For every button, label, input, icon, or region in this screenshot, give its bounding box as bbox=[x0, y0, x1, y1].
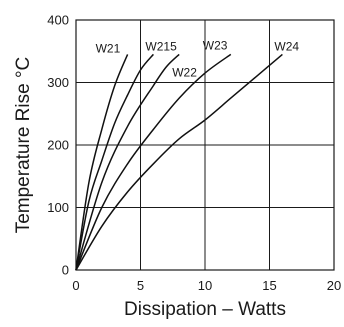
series-label-w215: W215 bbox=[145, 39, 177, 53]
series-line-w21 bbox=[75, 54, 129, 271]
x-tick-label-10: 10 bbox=[198, 278, 212, 293]
series-label-w22: W22 bbox=[172, 65, 197, 79]
series-line-w24 bbox=[75, 53, 283, 271]
series-label-w23: W23 bbox=[203, 38, 228, 52]
series-line-w215 bbox=[75, 53, 154, 271]
x-tick-label-15: 15 bbox=[262, 278, 276, 293]
grid-layer bbox=[75, 19, 335, 271]
y-tick-label-0: 0 bbox=[62, 263, 69, 278]
x-tick-label-5: 5 bbox=[137, 278, 144, 293]
x-axis-title: Dissipation – Watts bbox=[124, 299, 286, 320]
series-label-w21: W21 bbox=[96, 41, 121, 55]
y-tick-label-200: 200 bbox=[47, 138, 69, 153]
x-tick-label-0: 0 bbox=[72, 278, 79, 293]
series-line-w23 bbox=[75, 53, 232, 271]
series-line-w22 bbox=[75, 53, 180, 271]
y-tick-label-100: 100 bbox=[47, 200, 69, 215]
series-label-layer: W21 W215 W22 W23 W24 bbox=[96, 38, 300, 79]
plot-frame bbox=[75, 19, 335, 271]
x-tick-label-20: 20 bbox=[327, 278, 341, 293]
y-axis-title: Temperature Rise °C bbox=[13, 57, 34, 234]
y-tick-label-400: 400 bbox=[47, 13, 69, 28]
series-label-w24: W24 bbox=[274, 39, 299, 53]
series-layer bbox=[75, 53, 283, 271]
y-tick-label-300: 300 bbox=[47, 75, 69, 90]
